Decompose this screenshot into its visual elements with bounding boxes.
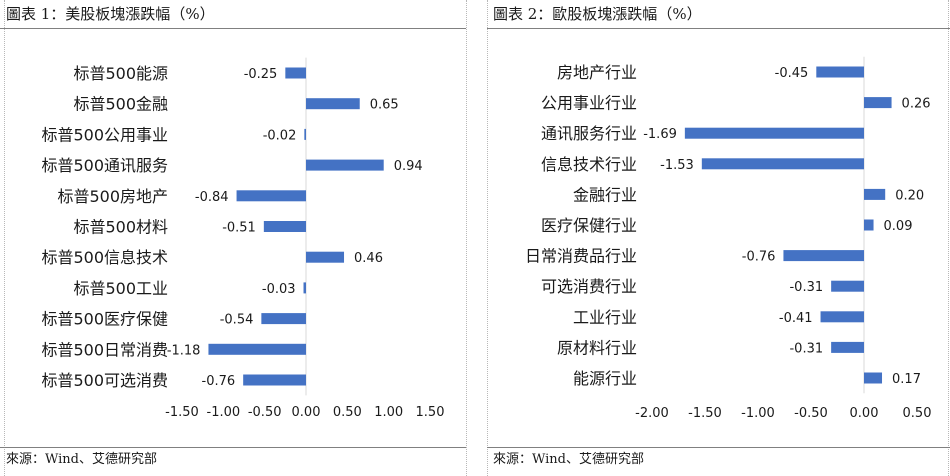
category-label: 能源行业 [573,369,637,388]
x-tick-label: -1.50 [165,405,199,420]
category-label: 可选消费行业 [541,277,637,296]
x-tick-label: 0.50 [333,405,362,420]
x-tick-label: -0.50 [248,405,282,420]
right-chart-panel: 圖表 2：歐股板塊漲跌幅（%） 房地产行业 -0.45 公用事业行业 0.26 通讯服务… [487,0,950,476]
bar [306,159,384,171]
category-label: 标普500日常消费 [41,340,168,359]
x-tick-label: -0.50 [794,406,828,421]
category-label: 标普500房地产 [57,187,168,206]
bar [236,190,306,202]
bar [831,341,864,353]
x-tick-label: -1.50 [688,406,722,421]
data-label: -0.54 [220,313,254,328]
bar [263,221,306,232]
category-label: 房地产行业 [557,63,637,82]
bar [864,219,874,231]
bar [306,98,360,110]
bar [701,158,864,170]
bar [820,311,864,323]
bar [684,127,864,139]
chart-title: 圖表 2：歐股板塊漲跌幅（%） [487,0,950,29]
bar [285,67,306,79]
data-label: 0.09 [884,219,913,234]
data-label: -0.51 [222,221,256,236]
category-label: 医疗保健行业 [541,216,637,235]
bar [864,188,886,200]
data-label: -1.53 [660,158,694,173]
bar [864,372,883,384]
left-chart-panel: 圖表 1：美股板塊漲跌幅（%） 标普500能源 -0.25 标普500金融 0.65 标… [0,0,466,476]
data-label: -1.69 [643,127,677,142]
category-label: 通讯服务行业 [541,124,637,143]
data-label: -0.41 [779,311,813,326]
bar [261,313,306,325]
x-tick-label: -2.00 [635,406,669,421]
category-label: 标普500公用事业 [41,125,168,144]
data-label: -0.31 [789,280,823,295]
bar [816,66,864,78]
bar [303,282,306,294]
source-note: 來源：Wind、艾德研究部 [0,447,466,474]
data-label: -0.31 [789,341,823,356]
bar [208,343,306,355]
data-label: 0.65 [370,98,399,113]
bar [243,374,306,386]
eu-sector-bar-chart: 房地产行业 -0.45 公用事业行业 0.26 通讯服务行业 -1.69 信息技术行业 -1.… [525,56,932,421]
us-sector-bar-chart: 标普500能源 -0.25 标普500金融 0.65 标普500公用事业 -0.02 标普5… [41,57,445,420]
category-label: 标普500材料 [73,218,168,237]
source-note: 來源：Wind、艾德研究部 [487,447,950,474]
category-label: 原材料行业 [557,338,637,357]
x-tick-label: -1.00 [741,406,775,421]
data-label: 0.17 [892,372,921,387]
category-label: 标普500金融 [73,95,168,114]
chart-title: 圖表 1：美股板塊漲跌幅（%） [0,0,466,29]
data-label: 0.20 [895,188,924,203]
bar [304,128,306,140]
bar [306,251,345,263]
data-label: -0.25 [244,67,278,82]
data-label: -0.03 [262,282,296,297]
bar [864,97,892,109]
category-label: 标普500医疗保健 [41,310,168,329]
category-label: 日常消费品行业 [525,247,637,266]
category-label: 标普500通讯服务 [41,156,168,175]
bar [831,280,864,292]
x-tick-label: 1.00 [374,405,403,420]
data-label: -1.18 [167,343,201,358]
category-label: 公用事业行业 [541,94,637,113]
x-tick-label: 0.00 [850,406,879,421]
data-label: -0.84 [195,190,229,205]
category-label: 标普500可选消费 [41,371,168,390]
category-label: 标普500能源 [73,64,168,83]
category-label: 工业行业 [573,308,637,327]
data-label: -0.76 [742,250,776,265]
data-label: 0.26 [902,97,931,112]
x-tick-label: 0.00 [292,405,321,420]
category-label: 标普500工业 [73,279,168,298]
bar [783,250,864,262]
x-tick-label: 0.50 [903,406,932,421]
category-label: 信息技术行业 [541,155,637,174]
data-label: -0.76 [202,374,236,389]
data-label: -0.45 [775,66,809,81]
x-tick-label: 1.50 [416,405,445,420]
data-label: -0.02 [263,128,297,143]
category-label: 金融行业 [573,185,637,204]
data-label: 0.46 [354,251,383,266]
data-label: 0.94 [394,159,423,174]
category-label: 标普500信息技术 [41,248,168,267]
x-tick-label: -1.00 [207,405,241,420]
